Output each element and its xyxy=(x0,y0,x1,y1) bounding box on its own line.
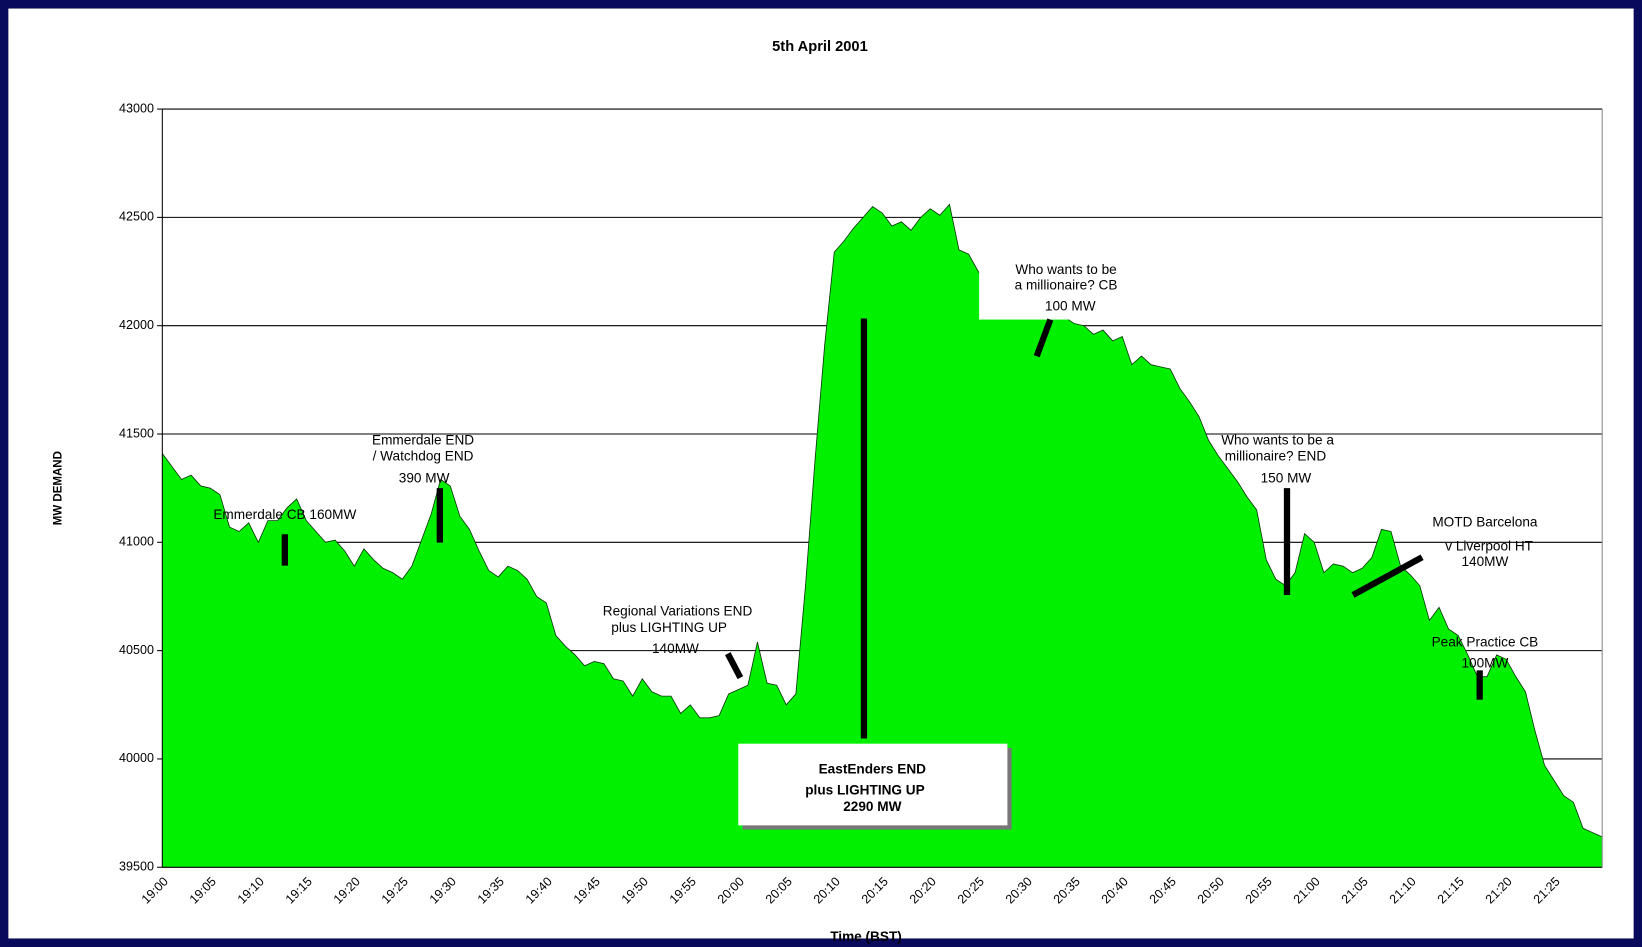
annotation-pointer xyxy=(1351,554,1424,598)
y-tick-label: 43000 xyxy=(119,101,154,115)
axes xyxy=(161,109,1603,868)
annotation-text: plus LIGHTING UP xyxy=(611,620,727,635)
y-tick-label: 39500 xyxy=(119,860,154,874)
annotation-box xyxy=(738,743,1008,826)
x-axis-label: Time (BST) xyxy=(830,929,902,944)
annotation-text: 150 MW xyxy=(1261,470,1312,485)
y-axis-label: MW DEMAND xyxy=(53,451,65,525)
annotation-text: EastEnders END xyxy=(819,761,927,776)
annotation-boxes xyxy=(738,256,1142,830)
annotation-text: 100MW xyxy=(1461,656,1508,671)
annotation-text: 140MW xyxy=(652,641,699,656)
y-tick-label: 40500 xyxy=(119,643,154,657)
annotations: Emmerdale CB 160MW Emmerdale END/ Watchdo… xyxy=(213,262,1538,814)
annotation-text: Regional Variations END xyxy=(603,603,753,618)
annotation-text: a millionaire? CB xyxy=(1015,278,1118,293)
y-tick-label: 42000 xyxy=(119,318,154,332)
annotation-pointer xyxy=(1033,318,1054,358)
annotation-text: / Watchdog END xyxy=(373,448,474,463)
annotation-text: Who wants to be a xyxy=(1221,433,1334,448)
area-fill xyxy=(162,204,1603,868)
y-tick-label: 40000 xyxy=(119,751,154,765)
annotation-text: 100 MW xyxy=(1045,299,1096,314)
area-outline xyxy=(161,203,1603,838)
y-tick-label: 41500 xyxy=(119,426,154,440)
chart-title: 5th April 2001 xyxy=(772,39,868,55)
plot-area xyxy=(161,203,1603,868)
annotation-box xyxy=(979,256,1142,320)
annotation-text: plus LIGHTING UP xyxy=(805,782,924,797)
annotation-text: v Liverpool HT xyxy=(1445,538,1533,553)
annotation-text: MOTD Barcelona xyxy=(1432,514,1538,529)
annotation-text: Emmerdale CB 160MW xyxy=(213,507,356,522)
annotation-text: Peak Practice CB xyxy=(1432,635,1539,650)
annotation-text: 140MW xyxy=(1461,554,1508,569)
annotation-text: millionaire? END xyxy=(1225,448,1327,463)
annotation-pointer xyxy=(725,652,744,680)
y-tick-label: 42500 xyxy=(119,210,154,224)
annotation-text: 2290 MW xyxy=(843,799,901,814)
annotation-text: 390 MW xyxy=(399,470,450,485)
y-tick-label: 41000 xyxy=(119,535,154,549)
annotation-text: Emmerdale END xyxy=(372,433,474,448)
annotation-text: Who wants to be xyxy=(1015,262,1116,277)
